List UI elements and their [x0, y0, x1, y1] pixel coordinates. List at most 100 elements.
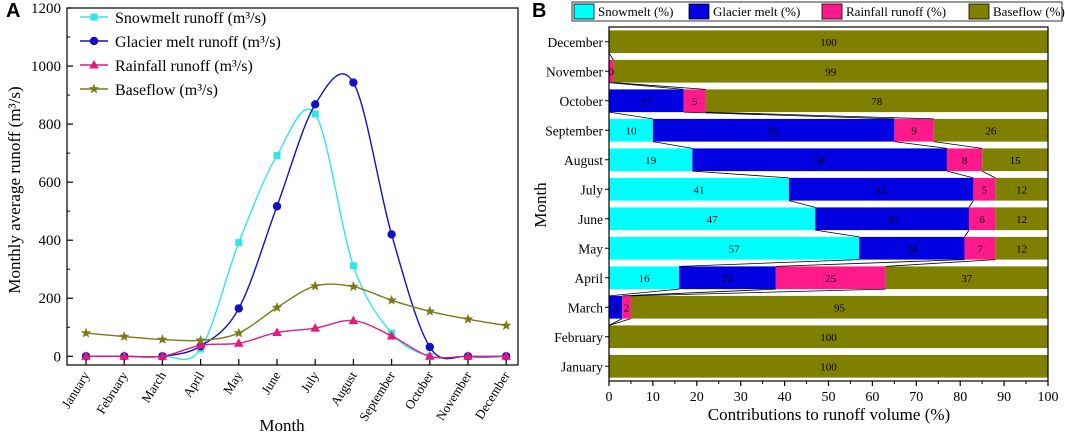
legend-marker-glacier-melt-runoff-m-s [89, 36, 99, 46]
y-tick-label-october: October [560, 94, 604, 109]
bar-november-baseflow [613, 59, 1048, 83]
point-baseflow-m-s-may [233, 327, 245, 338]
legend-marker-rainfall-runoff-m-s [89, 60, 99, 69]
point-rainfall-runoff-m-s-september [386, 330, 397, 340]
connector-snowmelt-7 [652, 141, 693, 149]
bar-label-september-glacier-melt: 55 [768, 125, 780, 137]
bar-may-snowmelt [609, 236, 860, 260]
y-axis-a: 0 200 400 600 800 1000 1200 [31, 1, 73, 365]
bar-label-july-baseflow: 12 [1016, 184, 1027, 196]
point-rainfall-runoff-m-s-april [195, 340, 206, 349]
y-tick-label-july: July [580, 182, 603, 197]
point-rainfall-runoff-m-s-march [157, 351, 168, 360]
legend-swatch-baseflow [968, 3, 990, 20]
x-tick-label-b-70: 70 [909, 390, 923, 405]
y-tick-label-august: August [564, 153, 603, 168]
x-tick-label-b-100: 100 [1038, 390, 1059, 405]
bar-august-baseflow [982, 148, 1048, 172]
x-tick-label-b-60: 60 [865, 390, 879, 405]
point-baseflow-m-s-june [271, 302, 283, 312]
y-tick-label-march: March [568, 300, 603, 315]
y-tick-label-june: June [578, 212, 603, 227]
line-snowmelt-runoff-m-s [85, 108, 507, 361]
bar-label-march-rainfall-runoff: 2 [624, 302, 630, 314]
point-rainfall-runoff-m-s-june [272, 327, 282, 336]
y-tick-label-800: 800 [39, 117, 62, 133]
connector-glacier-melt-1 [608, 318, 623, 326]
bar-label-march-glacier-melt: 3 [613, 302, 619, 314]
point-snowmelt-runoff-m-s-june [273, 151, 281, 159]
point-baseflow-m-s-january [80, 327, 92, 338]
point-glacier-melt-runoff-m-s-october [425, 342, 434, 352]
line-glacier-melt-runoff-m-s [85, 73, 507, 360]
connector-rainfall-runoff-7 [933, 141, 983, 149]
bar-september-rainfall-runoff [894, 118, 934, 142]
y-tick-label-1000: 1000 [31, 59, 61, 75]
bar-july-baseflow [995, 177, 1048, 201]
x-tick-label-b-90: 90 [997, 390, 1011, 405]
legend-label-baseflow: Baseflow (%) [993, 4, 1065, 19]
point-baseflow-m-s-november [462, 313, 474, 324]
bar-september-glacier-melt [652, 118, 895, 142]
x-tick-label-b-10: 10 [646, 390, 660, 405]
point-baseflow-m-s-march [157, 333, 168, 344]
y-tick-label-january: January [561, 359, 603, 374]
bar-august-snowmelt [609, 148, 693, 172]
bar-september-baseflow [933, 118, 1048, 142]
series-rainfall-runoff-m-s [81, 315, 511, 360]
bars-b [609, 30, 1048, 378]
y-tick-label-400: 400 [39, 233, 62, 249]
point-glacier-melt-runoff-m-s-may [234, 304, 243, 313]
x-tick-label-september: September [356, 368, 399, 424]
legend-marker-snowmelt-runoff-m-s [90, 13, 98, 21]
bar-july-snowmelt [609, 177, 789, 201]
bar-july-rainfall-runoff [973, 177, 996, 201]
line-rainfall-runoff-m-s [85, 319, 507, 359]
x-tick-label-may: May [220, 368, 246, 397]
connector-glacier-melt-5 [968, 200, 974, 208]
bar-april-baseflow [885, 266, 1048, 290]
x-axis-title-b: Contributions to runoff volume (%) [708, 405, 950, 424]
legend-marker-baseflow-m-s [88, 83, 100, 94]
x-tick-label-december: December [472, 368, 513, 422]
bar-january-baseflow [609, 354, 1048, 378]
x-tick-label-august: August [327, 368, 360, 408]
y-axis-title-a: Monthly average runoff (m³/s) [5, 86, 24, 293]
x-tick-label-february: February [93, 368, 131, 416]
bar-label-september-rainfall-runoff: 9 [911, 125, 917, 137]
point-baseflow-m-s-december [500, 320, 512, 330]
bar-label-april-rainfall-runoff: 25 [825, 273, 837, 285]
series-snowmelt-runoff-m-s [82, 108, 510, 361]
point-rainfall-runoff-m-s-january [81, 351, 91, 360]
point-rainfall-runoff-m-s-november [463, 351, 473, 360]
x-tick-label-b-50: 50 [822, 390, 836, 405]
legend-label-snowmelt-runoff-m-s: Snowmelt runoff (m³/s) [115, 10, 266, 27]
bar-june-glacier-melt [815, 207, 969, 231]
line-baseflow-m-s [85, 283, 507, 342]
y-tick-label-0: 0 [54, 349, 62, 365]
bar-april-rainfall-runoff [775, 266, 886, 290]
legend-swatch-snowmelt [573, 3, 595, 20]
panel-a-label: A [6, 0, 21, 22]
bar-label-october-glacier-melt: 17 [641, 96, 653, 108]
x-tick-label-november: November [433, 368, 475, 423]
bar-label-may-glacier-melt: 24 [906, 243, 918, 255]
bar-label-may-baseflow: 12 [1016, 243, 1027, 255]
point-rainfall-runoff-m-s-february [119, 351, 129, 360]
point-rainfall-runoff-m-s-october [425, 351, 435, 360]
connector-snowmelt-4 [815, 229, 860, 238]
point-snowmelt-runoff-m-s-july [311, 110, 319, 118]
y-tick-label-september: September [545, 123, 603, 138]
connector-glacier-melt-7 [894, 141, 948, 149]
point-glacier-melt-runoff-m-s-september [387, 230, 396, 239]
bar-label-october-rainfall-runoff: 5 [692, 96, 698, 108]
connector-snowmelt-2 [608, 288, 680, 297]
series-glacier-melt-runoff-m-s [81, 73, 511, 361]
connector-glacier-melt-2 [622, 288, 776, 297]
x-tick-label-july: July [298, 368, 322, 395]
bar-december-baseflow [609, 30, 1048, 54]
y-tick-label-200: 200 [39, 291, 62, 307]
x-tick-label-b-30: 30 [734, 390, 748, 405]
bar-label-october-baseflow: 78 [871, 96, 883, 108]
